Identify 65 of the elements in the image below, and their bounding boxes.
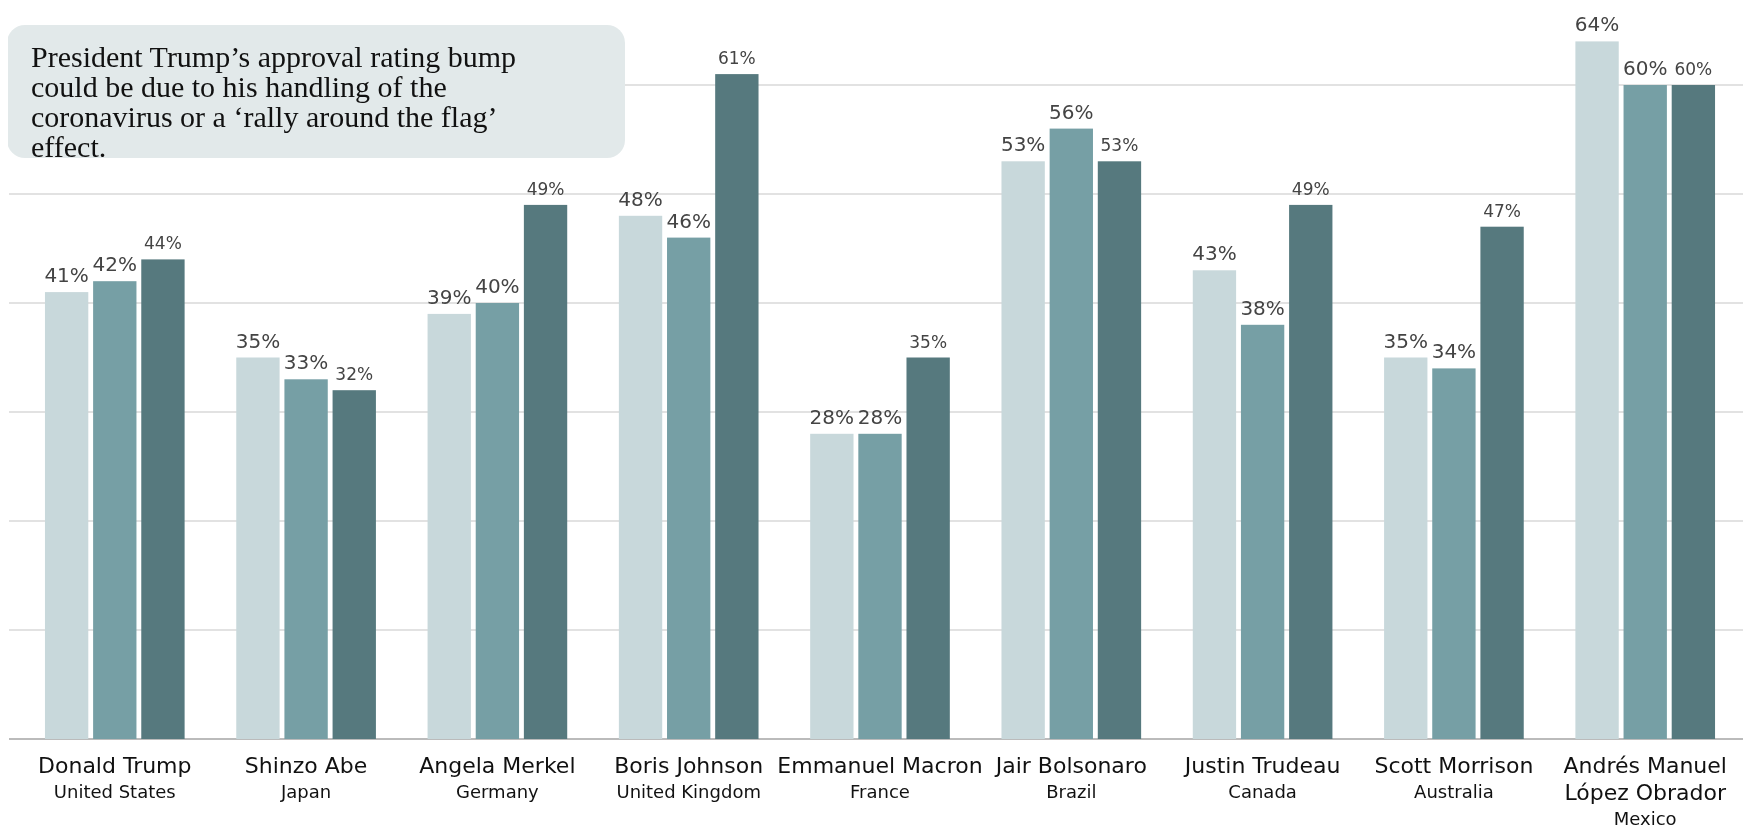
data-label: 49% — [1291, 178, 1330, 199]
data-label: 46% — [666, 208, 711, 233]
bar — [93, 281, 137, 739]
x-tick-label: Andrés Manuel López Obrador Mexico — [1563, 753, 1727, 829]
bar — [1289, 204, 1333, 739]
x-tick-label: Jair Bolsonaro Brazil — [993, 753, 1147, 802]
x-tick-label: Scott Morrison Australia — [1374, 753, 1534, 802]
bar — [1480, 226, 1524, 739]
data-label: 61% — [717, 48, 756, 69]
bar — [858, 433, 902, 739]
bar — [1432, 368, 1476, 739]
annotation: President Trump’s approval rating bump could be due to his handling of the coronavirus or a ‘rally around the flag’ effect. — [30, 39, 517, 160]
bar — [667, 237, 711, 739]
bar — [1671, 85, 1716, 739]
data-label: 35% — [235, 328, 281, 353]
bar — [1001, 161, 1045, 739]
x-tick-label: Emmanuel Macron France — [777, 753, 983, 802]
bar — [906, 357, 950, 739]
data-label: 34% — [1431, 339, 1477, 364]
bar — [44, 292, 89, 739]
x-tick-label: Donald Trump United States — [38, 753, 192, 802]
bar — [332, 390, 376, 739]
data-label: 42% — [92, 252, 138, 277]
data-label: 33% — [283, 350, 329, 375]
data-label: 44% — [144, 233, 182, 254]
bar — [1575, 41, 1619, 739]
bar — [427, 313, 471, 739]
data-label: 60% — [1622, 56, 1668, 80]
data-label: 35% — [909, 331, 948, 352]
data-label: 32% — [335, 364, 374, 385]
data-label: 35% — [1383, 328, 1428, 353]
data-label: 49% — [526, 178, 565, 199]
data-label: 53% — [1000, 132, 1046, 157]
x-tick-label: Boris Johnson United Kingdom — [614, 753, 764, 802]
data-label: 38% — [1240, 295, 1285, 320]
bar — [141, 259, 185, 739]
bar — [618, 215, 663, 739]
bar — [284, 379, 328, 739]
data-label: 48% — [618, 186, 663, 211]
data-label: 28% — [857, 404, 903, 429]
data-label: 47% — [1483, 200, 1521, 221]
bar — [715, 74, 759, 739]
x-tick-label: Angela Merkel Germany — [419, 753, 576, 802]
data-label: 56% — [1049, 99, 1094, 124]
bar — [1240, 324, 1285, 739]
bar — [523, 204, 568, 739]
bar — [475, 303, 520, 739]
bar — [810, 433, 854, 739]
data-label: 39% — [427, 284, 472, 309]
x-tick-label: Justin Trudeau Canada — [1182, 753, 1341, 802]
data-label: 43% — [1192, 241, 1237, 266]
bar — [1049, 128, 1093, 739]
x-tick-label: Shinzo Abe Japan — [244, 753, 368, 802]
data-label: 41% — [44, 263, 89, 288]
callout-box: President Trump’s approval rating bump could be due to his handling of the coronavirus or a ‘rally around the flag’ effect. — [8, 25, 625, 158]
bar — [236, 357, 280, 739]
data-label: 64% — [1574, 12, 1620, 37]
bar — [1384, 357, 1428, 739]
data-label: 60% — [1674, 59, 1713, 79]
data-label: 28% — [809, 404, 855, 429]
bar — [1192, 270, 1237, 739]
data-label: 40% — [475, 274, 520, 298]
bar — [1097, 161, 1142, 739]
bar — [1623, 85, 1667, 739]
data-label: 53% — [1100, 135, 1139, 156]
